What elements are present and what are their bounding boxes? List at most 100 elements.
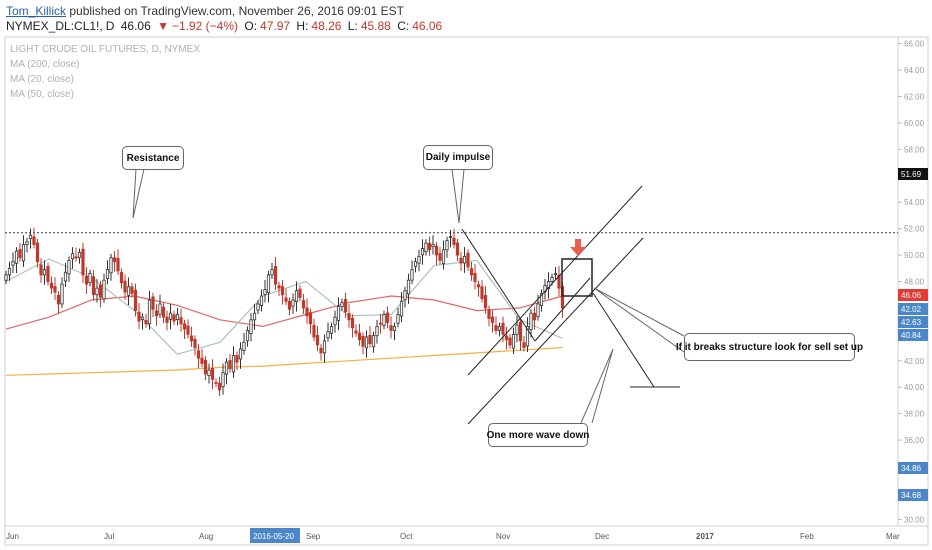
legend-ma200[interactable]: MA (200, close) bbox=[10, 59, 80, 70]
open-value: 47.97 bbox=[260, 19, 291, 33]
candle-body bbox=[210, 368, 215, 380]
impulse-callout[interactable]: Daily impulse bbox=[423, 145, 493, 170]
candle-body bbox=[459, 257, 463, 264]
candle-body bbox=[130, 286, 134, 294]
candle-body bbox=[123, 280, 127, 293]
candle-body bbox=[434, 245, 439, 256]
candle-body bbox=[550, 277, 554, 282]
candle-body bbox=[11, 261, 15, 266]
last-price: 46.06 bbox=[120, 19, 151, 33]
high-value: 48.26 bbox=[311, 19, 342, 33]
candle-body bbox=[200, 357, 204, 364]
time-axis[interactable] bbox=[4, 525, 929, 546]
interval-label: D bbox=[105, 19, 115, 33]
y-tick-label: 58.00 bbox=[904, 145, 925, 154]
projection-line bbox=[592, 292, 655, 388]
candle-body bbox=[294, 290, 299, 302]
candle-body bbox=[413, 261, 418, 267]
candle-body bbox=[32, 236, 36, 245]
legend-ma20[interactable]: MA (20, close) bbox=[10, 74, 74, 85]
candle-body bbox=[399, 300, 404, 317]
candle-body bbox=[525, 326, 530, 347]
ma-price-label: 40.84 bbox=[901, 331, 922, 340]
candle-body bbox=[35, 242, 40, 263]
breaks-pointer bbox=[593, 287, 685, 353]
candle-body bbox=[67, 259, 71, 275]
candle-body bbox=[207, 369, 211, 376]
candle-body bbox=[546, 281, 551, 290]
channel-upper-line bbox=[467, 185, 643, 376]
candle-body bbox=[109, 257, 113, 274]
y-tick-label: 60.00 bbox=[904, 119, 925, 128]
candle-body bbox=[39, 264, 43, 276]
candle-body bbox=[256, 303, 260, 311]
x-tick-label: Oct bbox=[400, 532, 413, 541]
x-tick-label: Feb bbox=[800, 532, 814, 541]
candle-body bbox=[189, 335, 194, 342]
candle-body bbox=[154, 310, 159, 317]
candle-body bbox=[322, 340, 327, 354]
candle-body bbox=[515, 324, 519, 335]
candle-body bbox=[557, 274, 561, 289]
resistance-callout[interactable]: Resistance bbox=[122, 146, 184, 170]
candle-body bbox=[497, 326, 502, 331]
candle-body bbox=[21, 244, 26, 262]
sell-arrow-stem bbox=[575, 239, 581, 247]
candle-body bbox=[49, 282, 54, 289]
candle-body bbox=[105, 269, 110, 279]
y-tick-label: 42.00 bbox=[904, 357, 925, 366]
candle-body bbox=[151, 296, 155, 310]
candle-body bbox=[396, 314, 400, 324]
candle-body bbox=[357, 332, 362, 341]
ma200-line bbox=[5, 347, 563, 376]
candle-body bbox=[455, 242, 460, 256]
close-label: C: bbox=[397, 19, 410, 33]
candle-body bbox=[417, 255, 421, 264]
candle-body bbox=[140, 316, 145, 320]
candle-body bbox=[4, 274, 8, 281]
candle-body bbox=[371, 335, 376, 348]
candle-body bbox=[98, 284, 103, 298]
candle-body bbox=[336, 306, 341, 321]
price-axis[interactable] bbox=[897, 36, 929, 527]
candle-body bbox=[88, 273, 92, 283]
symbol-label[interactable]: NYMEX_DL:CL1!, bbox=[6, 19, 103, 33]
x-tick-label: Jun bbox=[6, 532, 19, 541]
candle-body bbox=[259, 295, 264, 306]
candle-body bbox=[287, 300, 292, 310]
candle-body bbox=[7, 267, 12, 276]
candle-body bbox=[266, 274, 271, 294]
candle-body bbox=[119, 272, 124, 284]
candle-body bbox=[242, 341, 246, 351]
wave-callout[interactable]: One more wave down bbox=[487, 423, 589, 447]
low-value: 45.88 bbox=[360, 19, 391, 33]
author-link[interactable]: Tom_Killick bbox=[6, 4, 67, 18]
wave-pointer bbox=[580, 348, 614, 424]
candle-body bbox=[420, 248, 425, 256]
resistance-price-label: 51.69 bbox=[901, 170, 922, 179]
candle-body bbox=[165, 316, 169, 323]
date-cursor-badge bbox=[250, 528, 300, 543]
candle-body bbox=[522, 342, 526, 348]
candle-body bbox=[305, 307, 309, 317]
legend-ma50[interactable]: MA (50, close) bbox=[10, 89, 74, 100]
x-tick-label: Mar bbox=[886, 532, 900, 541]
candle-body bbox=[368, 335, 372, 345]
x-tick-label: 2017 bbox=[696, 532, 714, 541]
candle-body bbox=[277, 285, 281, 289]
candle-body bbox=[480, 286, 484, 300]
candle-body bbox=[536, 303, 540, 318]
candle-body bbox=[378, 322, 383, 325]
candle-body bbox=[532, 312, 537, 321]
candle-body bbox=[63, 271, 68, 282]
candle-body bbox=[511, 333, 516, 349]
candle-body bbox=[410, 269, 414, 281]
ma-price-label-bg bbox=[898, 316, 928, 328]
resistance-price-label-bg bbox=[898, 168, 928, 180]
y-tick-label: 30.00 bbox=[904, 515, 925, 524]
candle-body bbox=[501, 322, 505, 335]
candle-body bbox=[280, 286, 285, 296]
breaks-callout[interactable]: If it breaks structure look for sell set… bbox=[676, 333, 863, 361]
candle-body bbox=[53, 286, 57, 293]
